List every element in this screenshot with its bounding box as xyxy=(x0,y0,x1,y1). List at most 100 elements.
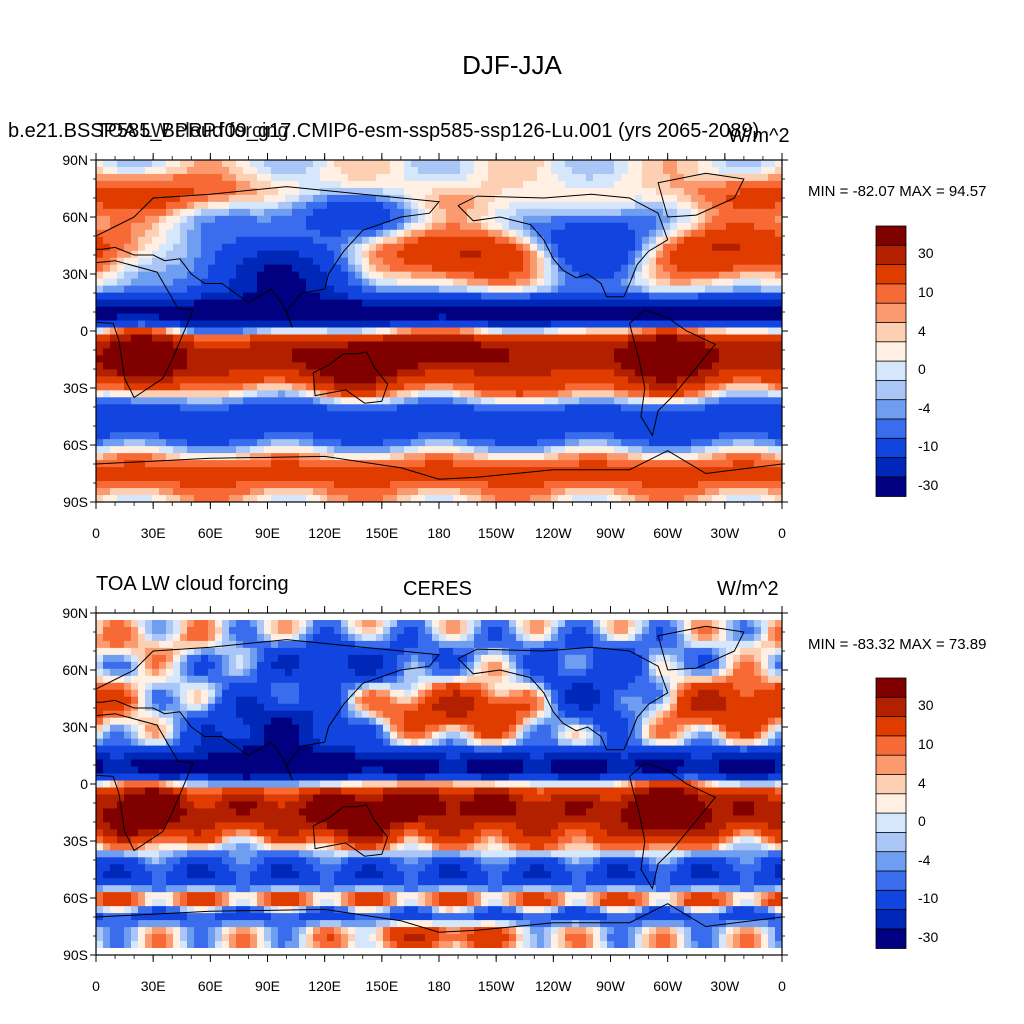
map-cell xyxy=(229,320,237,329)
map-cell xyxy=(173,376,181,384)
map-cell xyxy=(761,264,769,273)
map-cell xyxy=(684,250,692,259)
map-cell xyxy=(474,187,482,196)
map-cell xyxy=(600,341,608,350)
map-cell xyxy=(775,208,782,217)
map-cell xyxy=(719,187,727,196)
map-cell xyxy=(726,425,734,433)
map-cell xyxy=(369,488,377,496)
map-cell xyxy=(523,243,531,252)
map-cell xyxy=(740,383,748,391)
map-cell xyxy=(530,160,538,168)
map-cell xyxy=(243,285,251,294)
map-cell xyxy=(593,488,601,496)
map-cell xyxy=(502,425,510,433)
map-cell xyxy=(166,418,174,426)
map-cell xyxy=(236,348,244,357)
map-cell xyxy=(432,613,440,621)
map-cell xyxy=(635,229,643,238)
map-cell xyxy=(285,390,293,398)
map-cell xyxy=(656,613,664,621)
map-cell xyxy=(768,166,776,175)
map-cell xyxy=(635,341,643,350)
map-cell xyxy=(383,453,391,461)
map-cell xyxy=(271,250,279,259)
map-cell xyxy=(509,411,517,419)
map-cell xyxy=(733,376,741,384)
map-cell xyxy=(621,229,629,238)
map-cell xyxy=(334,369,342,377)
map-cell xyxy=(481,390,489,398)
map-cell xyxy=(677,327,685,336)
map-cell xyxy=(453,313,461,322)
map-cell xyxy=(103,369,111,377)
map-cell xyxy=(719,390,727,398)
map-cell xyxy=(719,453,727,461)
map-cell xyxy=(138,390,146,398)
map-cell xyxy=(327,495,335,502)
map-cell xyxy=(180,439,188,447)
map-cell xyxy=(243,299,251,308)
map-cell xyxy=(691,481,699,489)
map-cell xyxy=(390,250,398,259)
map-cell xyxy=(124,229,132,238)
map-cell xyxy=(481,488,489,496)
map-cell xyxy=(432,341,440,350)
map-cell xyxy=(572,306,580,315)
map-cell xyxy=(558,453,566,461)
map-cell xyxy=(467,236,475,245)
map-cell xyxy=(166,613,174,621)
map-cell xyxy=(243,236,251,245)
map-cell xyxy=(313,341,321,350)
map-cell xyxy=(243,425,251,433)
map-cell xyxy=(264,257,272,266)
map-cell xyxy=(460,173,468,182)
map-cell xyxy=(369,334,377,343)
map-cell xyxy=(509,613,517,621)
map-cell xyxy=(747,390,755,398)
map-cell xyxy=(96,166,104,175)
map-cell xyxy=(285,613,293,621)
map-cell xyxy=(390,460,398,468)
map-cell xyxy=(187,474,195,482)
map-cell xyxy=(285,215,293,224)
map-cell xyxy=(166,439,174,447)
map-cell xyxy=(775,432,782,440)
map-cell xyxy=(740,271,748,280)
map-cell xyxy=(131,341,139,350)
map-cell xyxy=(110,250,118,259)
map-cell xyxy=(719,264,727,273)
map-cell xyxy=(628,348,636,357)
map-cell xyxy=(390,390,398,398)
map-cell xyxy=(404,619,412,628)
map-cell xyxy=(271,180,279,189)
map-cell xyxy=(593,467,601,475)
map-cell xyxy=(418,243,426,252)
map-cell xyxy=(467,453,475,461)
map-cell xyxy=(404,285,412,294)
map-cell xyxy=(656,201,664,210)
map-cell xyxy=(425,243,433,252)
map-cell xyxy=(551,418,559,426)
map-cell xyxy=(397,160,405,168)
map-cell xyxy=(537,390,545,398)
map-cell xyxy=(306,257,314,266)
map-cell xyxy=(614,425,622,433)
map-cell xyxy=(250,173,258,182)
map-cell xyxy=(775,327,782,336)
map-cell xyxy=(285,439,293,447)
map-cell xyxy=(509,299,517,308)
map-cell xyxy=(138,369,146,377)
map-cell xyxy=(334,173,342,182)
map-cell xyxy=(215,481,223,489)
map-cell xyxy=(502,383,510,391)
map-cell xyxy=(236,320,244,329)
map-cell xyxy=(159,425,167,433)
map-cell xyxy=(201,390,209,398)
map-cell xyxy=(670,495,678,502)
map-cell xyxy=(292,160,300,168)
map-cell xyxy=(236,481,244,489)
map-cell xyxy=(621,376,629,384)
map-cell xyxy=(348,418,356,426)
map-cell xyxy=(453,278,461,287)
